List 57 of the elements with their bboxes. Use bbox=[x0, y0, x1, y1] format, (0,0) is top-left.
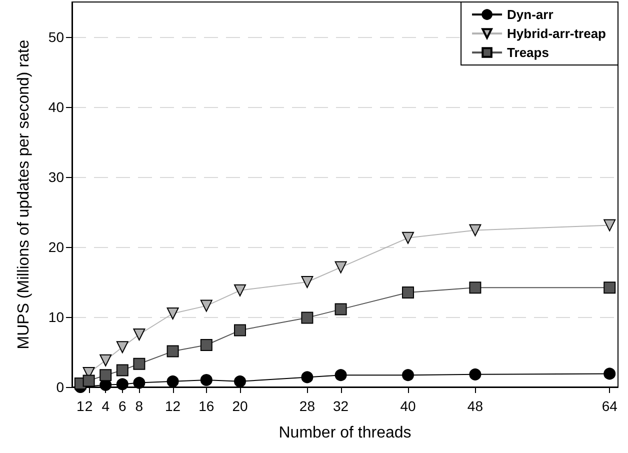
point bbox=[604, 219, 616, 232]
y-axis-title: MUPS (Millions of updates per second) rate bbox=[16, 40, 32, 350]
point bbox=[469, 282, 482, 294]
x-tick-label: 2 bbox=[84, 398, 93, 414]
x-tick-label: 12 bbox=[165, 398, 181, 414]
point bbox=[116, 378, 128, 390]
point bbox=[133, 328, 146, 340]
x-tick-label: 16 bbox=[198, 398, 214, 414]
point bbox=[301, 371, 314, 384]
y-tick-label: 50 bbox=[48, 29, 64, 45]
legend-label: Dyn-arr bbox=[507, 7, 554, 22]
x-tick-label: 40 bbox=[400, 398, 416, 414]
point bbox=[133, 376, 146, 389]
point bbox=[469, 224, 482, 236]
point bbox=[116, 364, 128, 376]
y-tick-label: 30 bbox=[48, 169, 64, 185]
legend-label: Hybrid-arr-treap bbox=[507, 26, 606, 41]
point bbox=[166, 308, 179, 320]
point bbox=[234, 284, 246, 296]
legend-label: Treaps bbox=[507, 45, 549, 60]
x-axis-title: Number of threads bbox=[278, 424, 412, 442]
point bbox=[166, 375, 179, 388]
point bbox=[334, 303, 347, 316]
x-tick-label: 6 bbox=[118, 398, 126, 414]
point bbox=[469, 368, 482, 380]
x-tick-label: 64 bbox=[602, 398, 618, 414]
point bbox=[604, 368, 616, 380]
point bbox=[166, 345, 179, 358]
point bbox=[234, 375, 246, 388]
point bbox=[133, 358, 146, 370]
x-tick-label: 8 bbox=[135, 398, 144, 414]
point bbox=[82, 374, 95, 387]
point bbox=[604, 282, 616, 294]
point bbox=[200, 374, 212, 386]
x-tick-label: 1 bbox=[76, 398, 84, 414]
point bbox=[100, 354, 112, 366]
point bbox=[402, 232, 414, 244]
point bbox=[334, 261, 347, 274]
point bbox=[301, 276, 314, 288]
y-tick-label: 40 bbox=[48, 99, 64, 115]
point bbox=[402, 369, 414, 382]
point bbox=[200, 339, 212, 351]
y-tick-label: 0 bbox=[56, 379, 64, 395]
x-tick-label: 20 bbox=[232, 398, 248, 414]
x-tick-label: 32 bbox=[333, 398, 349, 414]
point bbox=[116, 341, 128, 354]
x-tick-label: 28 bbox=[299, 398, 316, 414]
point bbox=[334, 369, 347, 382]
x-tick-label: 4 bbox=[102, 398, 110, 414]
y-tick-label: 20 bbox=[48, 239, 64, 255]
point bbox=[100, 369, 112, 382]
point bbox=[402, 286, 414, 298]
point bbox=[200, 300, 212, 312]
point bbox=[301, 312, 314, 324]
point bbox=[234, 324, 246, 336]
y-tick-label: 10 bbox=[48, 309, 64, 325]
x-tick-label: 48 bbox=[467, 398, 484, 414]
